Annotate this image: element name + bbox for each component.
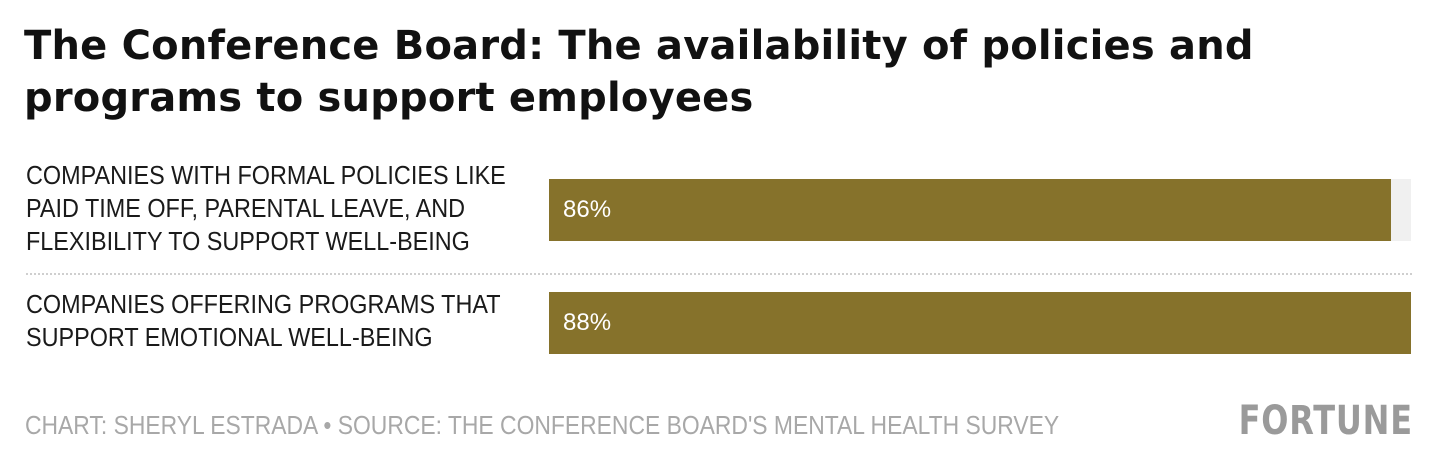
- bar: [549, 292, 1411, 354]
- row-divider: [26, 273, 1412, 275]
- bar: [549, 179, 1392, 241]
- bar-value-label: 86%: [563, 196, 612, 223]
- source-credit: CHART: SHERYL ESTRADA • SOURCE: THE CONF…: [25, 410, 1060, 440]
- category-label-line: SUPPORT EMOTIONAL WELL-BEING: [26, 322, 433, 352]
- category-label: COMPANIES OFFERING PROGRAMS THAT SUPPORT…: [26, 288, 501, 354]
- category-label: COMPANIES WITH FORMAL POLICIES LIKE PAID…: [26, 159, 506, 258]
- category-label-line: COMPANIES WITH FORMAL POLICIES LIKE: [26, 160, 506, 190]
- chart-title: The Conference Board: The availability o…: [24, 23, 1254, 121]
- bar-track: 86%: [549, 179, 1411, 241]
- category-label-line: PAID TIME OFF, PARENTAL LEAVE, AND: [26, 193, 466, 223]
- category-label-line: COMPANIES OFFERING PROGRAMS THAT: [26, 289, 501, 319]
- bar-value-label: 88%: [563, 309, 612, 336]
- category-label-line: FLEXIBILITY TO SUPPORT WELL-BEING: [26, 226, 470, 256]
- bar-track: 88%: [549, 292, 1411, 354]
- fortune-logo: FORTUNE: [1238, 398, 1413, 444]
